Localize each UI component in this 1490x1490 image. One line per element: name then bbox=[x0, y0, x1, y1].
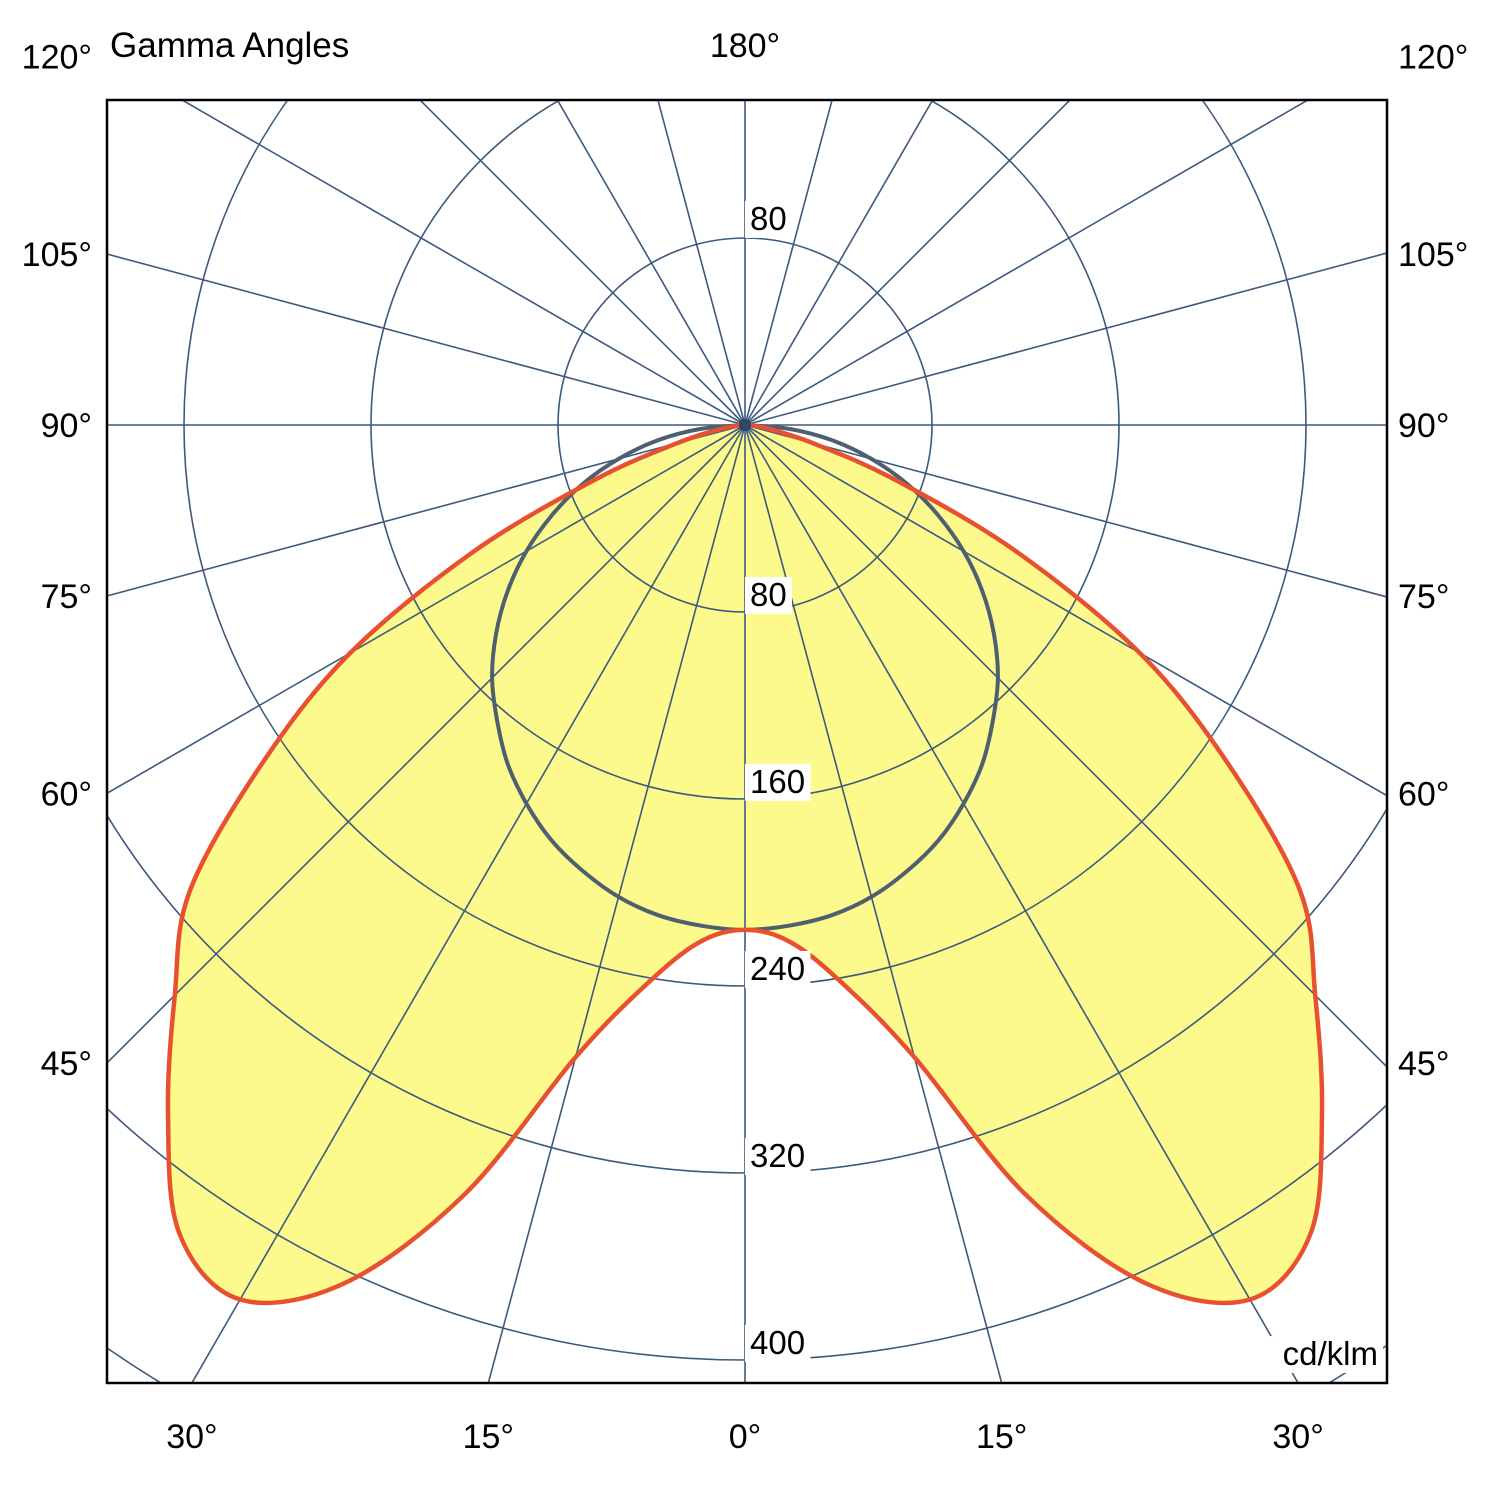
grid-ray bbox=[744, 424, 1003, 1383]
angle-label-left: 75° bbox=[41, 578, 92, 616]
label-mask bbox=[745, 1324, 811, 1362]
grid-ray bbox=[744, 424, 1387, 1069]
label-mask bbox=[745, 200, 792, 238]
angle-label-bottom: 15° bbox=[463, 1418, 514, 1456]
radial-tick-label: 160 bbox=[750, 763, 805, 800]
angle-labels: 120° 120° 105° 105° 90° 90° 75° 75° 60° 60° 45° 45°… bbox=[22, 27, 1469, 1456]
grid-ray bbox=[744, 252, 1387, 426]
label-mask bbox=[745, 763, 811, 801]
angle-label-bottom: 15° bbox=[976, 1418, 1027, 1456]
angle-label-right: 120° bbox=[1398, 39, 1468, 77]
angle-label-right: 75° bbox=[1398, 578, 1449, 616]
grid-ray bbox=[744, 424, 1300, 1383]
grid-ray bbox=[180, 100, 746, 426]
grid-ray bbox=[744, 100, 1072, 426]
angle-label-right: 90° bbox=[1398, 407, 1449, 445]
radial-tick-label: 80 bbox=[750, 576, 787, 613]
angle-label-left: 60° bbox=[41, 775, 92, 813]
grid-ray bbox=[107, 253, 746, 426]
plot-border bbox=[105, 98, 1389, 1385]
label-mask bbox=[745, 950, 811, 988]
radial-tick-labels: 80 160 240 320 400 80 bbox=[745, 200, 811, 1362]
grid-ray bbox=[418, 100, 746, 426]
grid-ray bbox=[657, 100, 746, 426]
unit-label: cd/klm bbox=[1283, 1335, 1378, 1372]
grid-ray bbox=[744, 100, 934, 426]
label-mask bbox=[745, 576, 792, 614]
angle-label-left: 120° bbox=[22, 39, 92, 77]
angle-label-right: 45° bbox=[1398, 1045, 1449, 1083]
label-mask bbox=[1262, 1335, 1383, 1373]
angle-label-bottom: 30° bbox=[1272, 1418, 1323, 1456]
grid-ray bbox=[107, 424, 746, 1065]
grid-ray bbox=[107, 424, 746, 597]
grid-ray bbox=[744, 100, 833, 426]
radial-tick-label: 320 bbox=[750, 1137, 805, 1174]
angle-label-bottom: 30° bbox=[166, 1418, 217, 1456]
grid-ray bbox=[744, 424, 1387, 598]
angle-label-right: 60° bbox=[1398, 775, 1449, 813]
angle-label-top: 180° bbox=[710, 27, 780, 65]
grid-ray bbox=[556, 100, 746, 426]
radial-tick-label: 400 bbox=[750, 1324, 805, 1361]
radial-tick-label: 240 bbox=[750, 950, 805, 987]
grid-ray bbox=[487, 424, 746, 1383]
angle-label-left: 90° bbox=[41, 407, 92, 445]
chart-title: Gamma Angles bbox=[110, 26, 350, 65]
angle-label-right: 105° bbox=[1398, 236, 1468, 274]
grid-ray bbox=[744, 100, 1310, 426]
angle-label-left: 45° bbox=[41, 1045, 92, 1083]
angle-label-left: 105° bbox=[22, 236, 92, 274]
angle-label-bottom: 0° bbox=[729, 1418, 762, 1456]
curve-c0-c180 bbox=[165, 422, 1325, 1306]
label-mask bbox=[745, 1137, 811, 1175]
radial-tick-label-top: 80 bbox=[750, 200, 787, 237]
grid-ray bbox=[190, 424, 746, 1383]
polar-origin-dot bbox=[739, 419, 751, 431]
